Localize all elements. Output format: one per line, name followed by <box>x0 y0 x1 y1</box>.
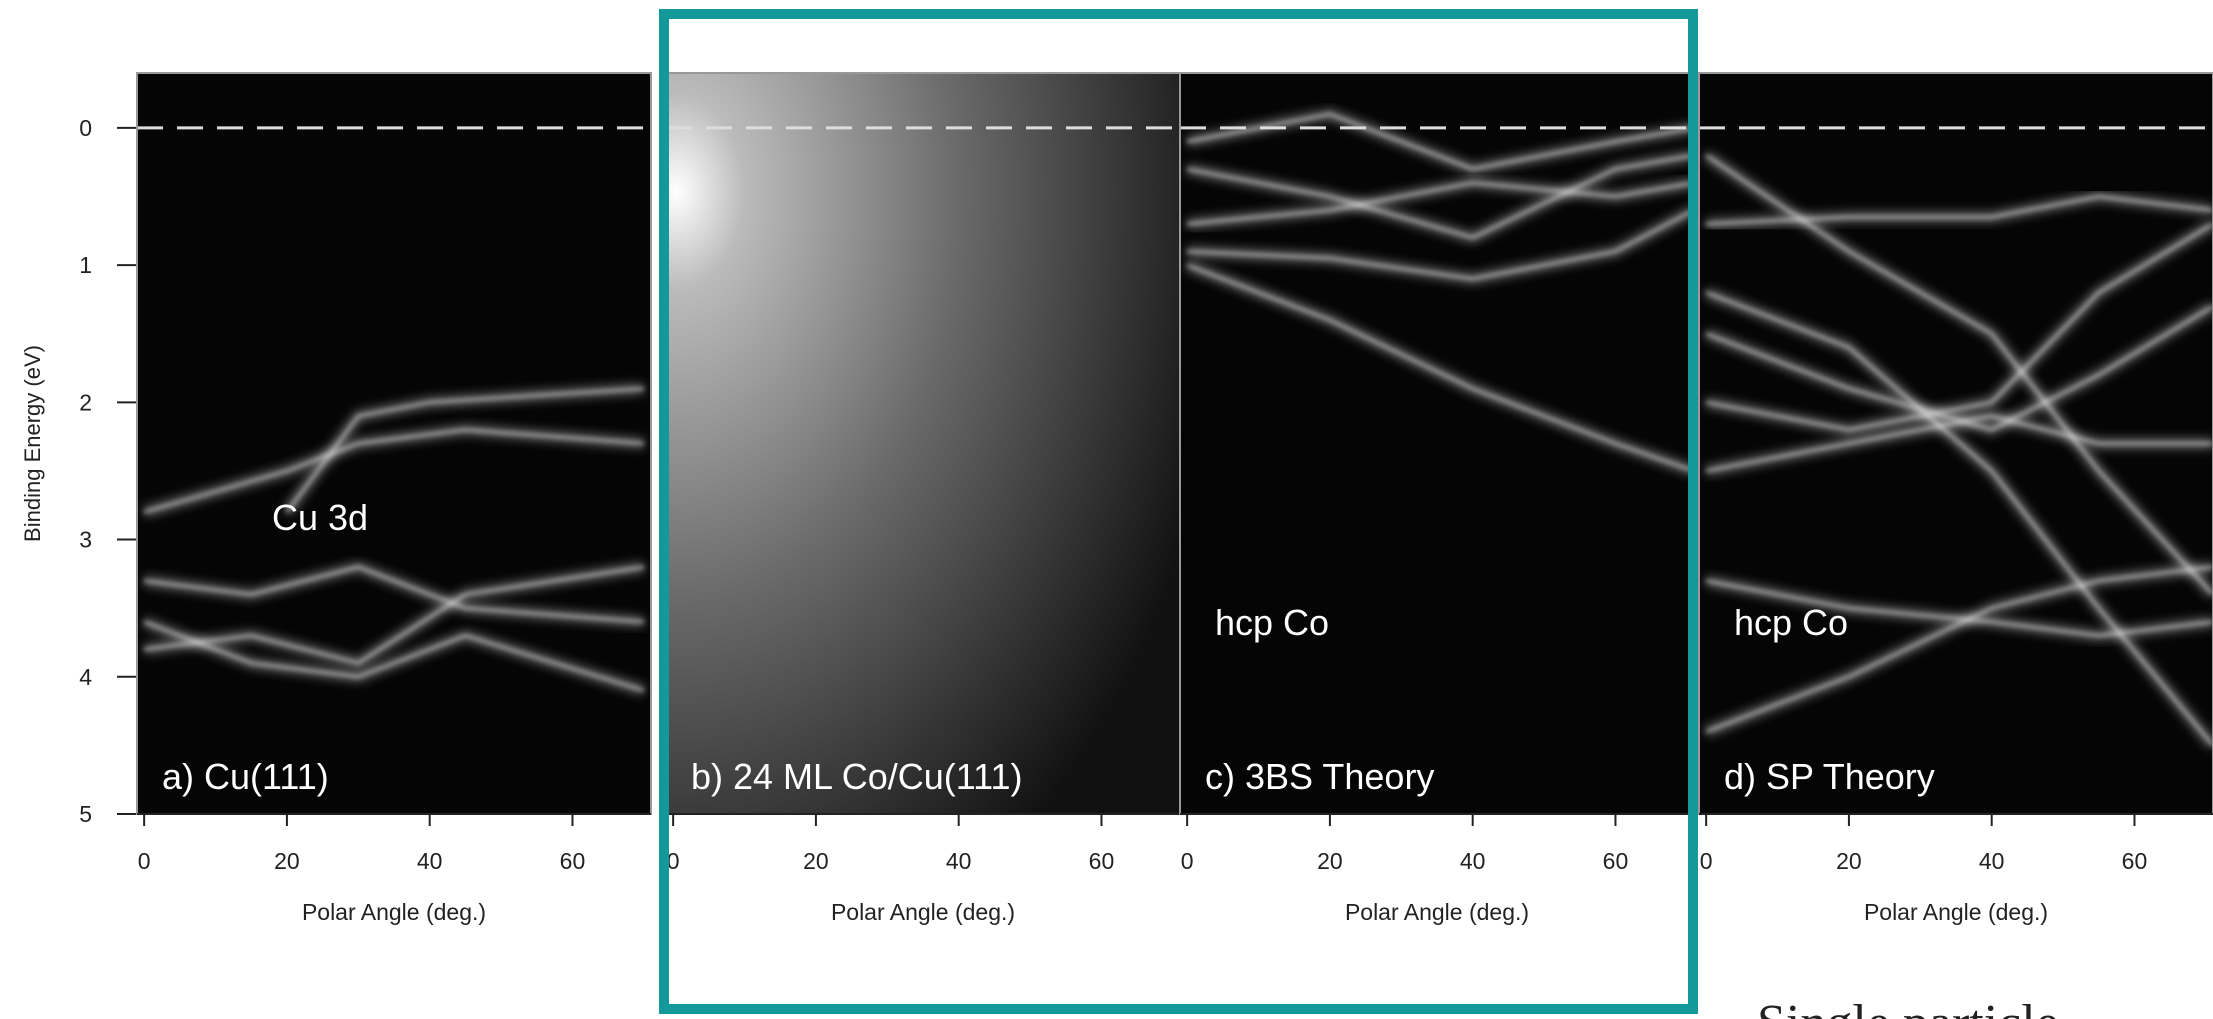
x-tick-label: 40 <box>417 848 443 874</box>
y-axis-label: Binding Energy (eV) <box>20 345 45 542</box>
y-tick-label: 3 <box>79 527 92 553</box>
x-axis-label: Polar Angle (deg.) <box>1345 899 1529 925</box>
annotation: hcp Co <box>1734 602 1848 643</box>
x-axis-label: Polar Angle (deg.) <box>831 899 1015 925</box>
x-tick-label: 20 <box>803 848 829 874</box>
annotation: hcp Co <box>1215 602 1329 643</box>
x-tick-label: 0 <box>138 848 151 874</box>
panel-label: b) 24 ML Co/Cu(111) <box>691 756 1022 797</box>
x-tick-label: 60 <box>1089 848 1115 874</box>
x-axis-label: Polar Angle (deg.) <box>302 899 486 925</box>
x-tick-label: 40 <box>946 848 972 874</box>
panel <box>1699 73 2213 814</box>
x-tick-label: 40 <box>1979 848 2005 874</box>
figure: 0 1 2 3 4 5 Binding Energy (eV) 0 20 40 60 Polar An… <box>0 0 2213 1019</box>
x-tick-label: 0 <box>1700 848 1713 874</box>
annotation: Cu 3d <box>272 497 368 538</box>
x-tick-label: 20 <box>1317 848 1343 874</box>
panel-label: c) 3BS Theory <box>1205 756 1434 797</box>
y-tick-label: 5 <box>79 801 92 827</box>
x-tick-label: 60 <box>1603 848 1629 874</box>
x-tick-label: 0 <box>1181 848 1194 874</box>
panel <box>666 73 1180 814</box>
caption: Single particle <box>1757 995 2059 1019</box>
x-tick-label: 20 <box>1836 848 1862 874</box>
panel <box>137 73 651 814</box>
y-tick-label: 2 <box>79 389 92 415</box>
panel-image <box>666 73 1180 814</box>
x-tick-label: 40 <box>1460 848 1486 874</box>
x-axis-label: Polar Angle (deg.) <box>1864 899 2048 925</box>
x-tick-label: 20 <box>274 848 300 874</box>
x-tick-label: 60 <box>560 848 586 874</box>
panel-label: a) Cu(111) <box>162 756 329 797</box>
y-tick-label: 4 <box>79 664 92 690</box>
panel <box>1180 73 1694 814</box>
x-tick-label: 60 <box>2122 848 2148 874</box>
y-tick-label: 1 <box>79 252 92 278</box>
panel-label: d) SP Theory <box>1724 756 1935 797</box>
y-tick-label: 0 <box>79 115 92 141</box>
